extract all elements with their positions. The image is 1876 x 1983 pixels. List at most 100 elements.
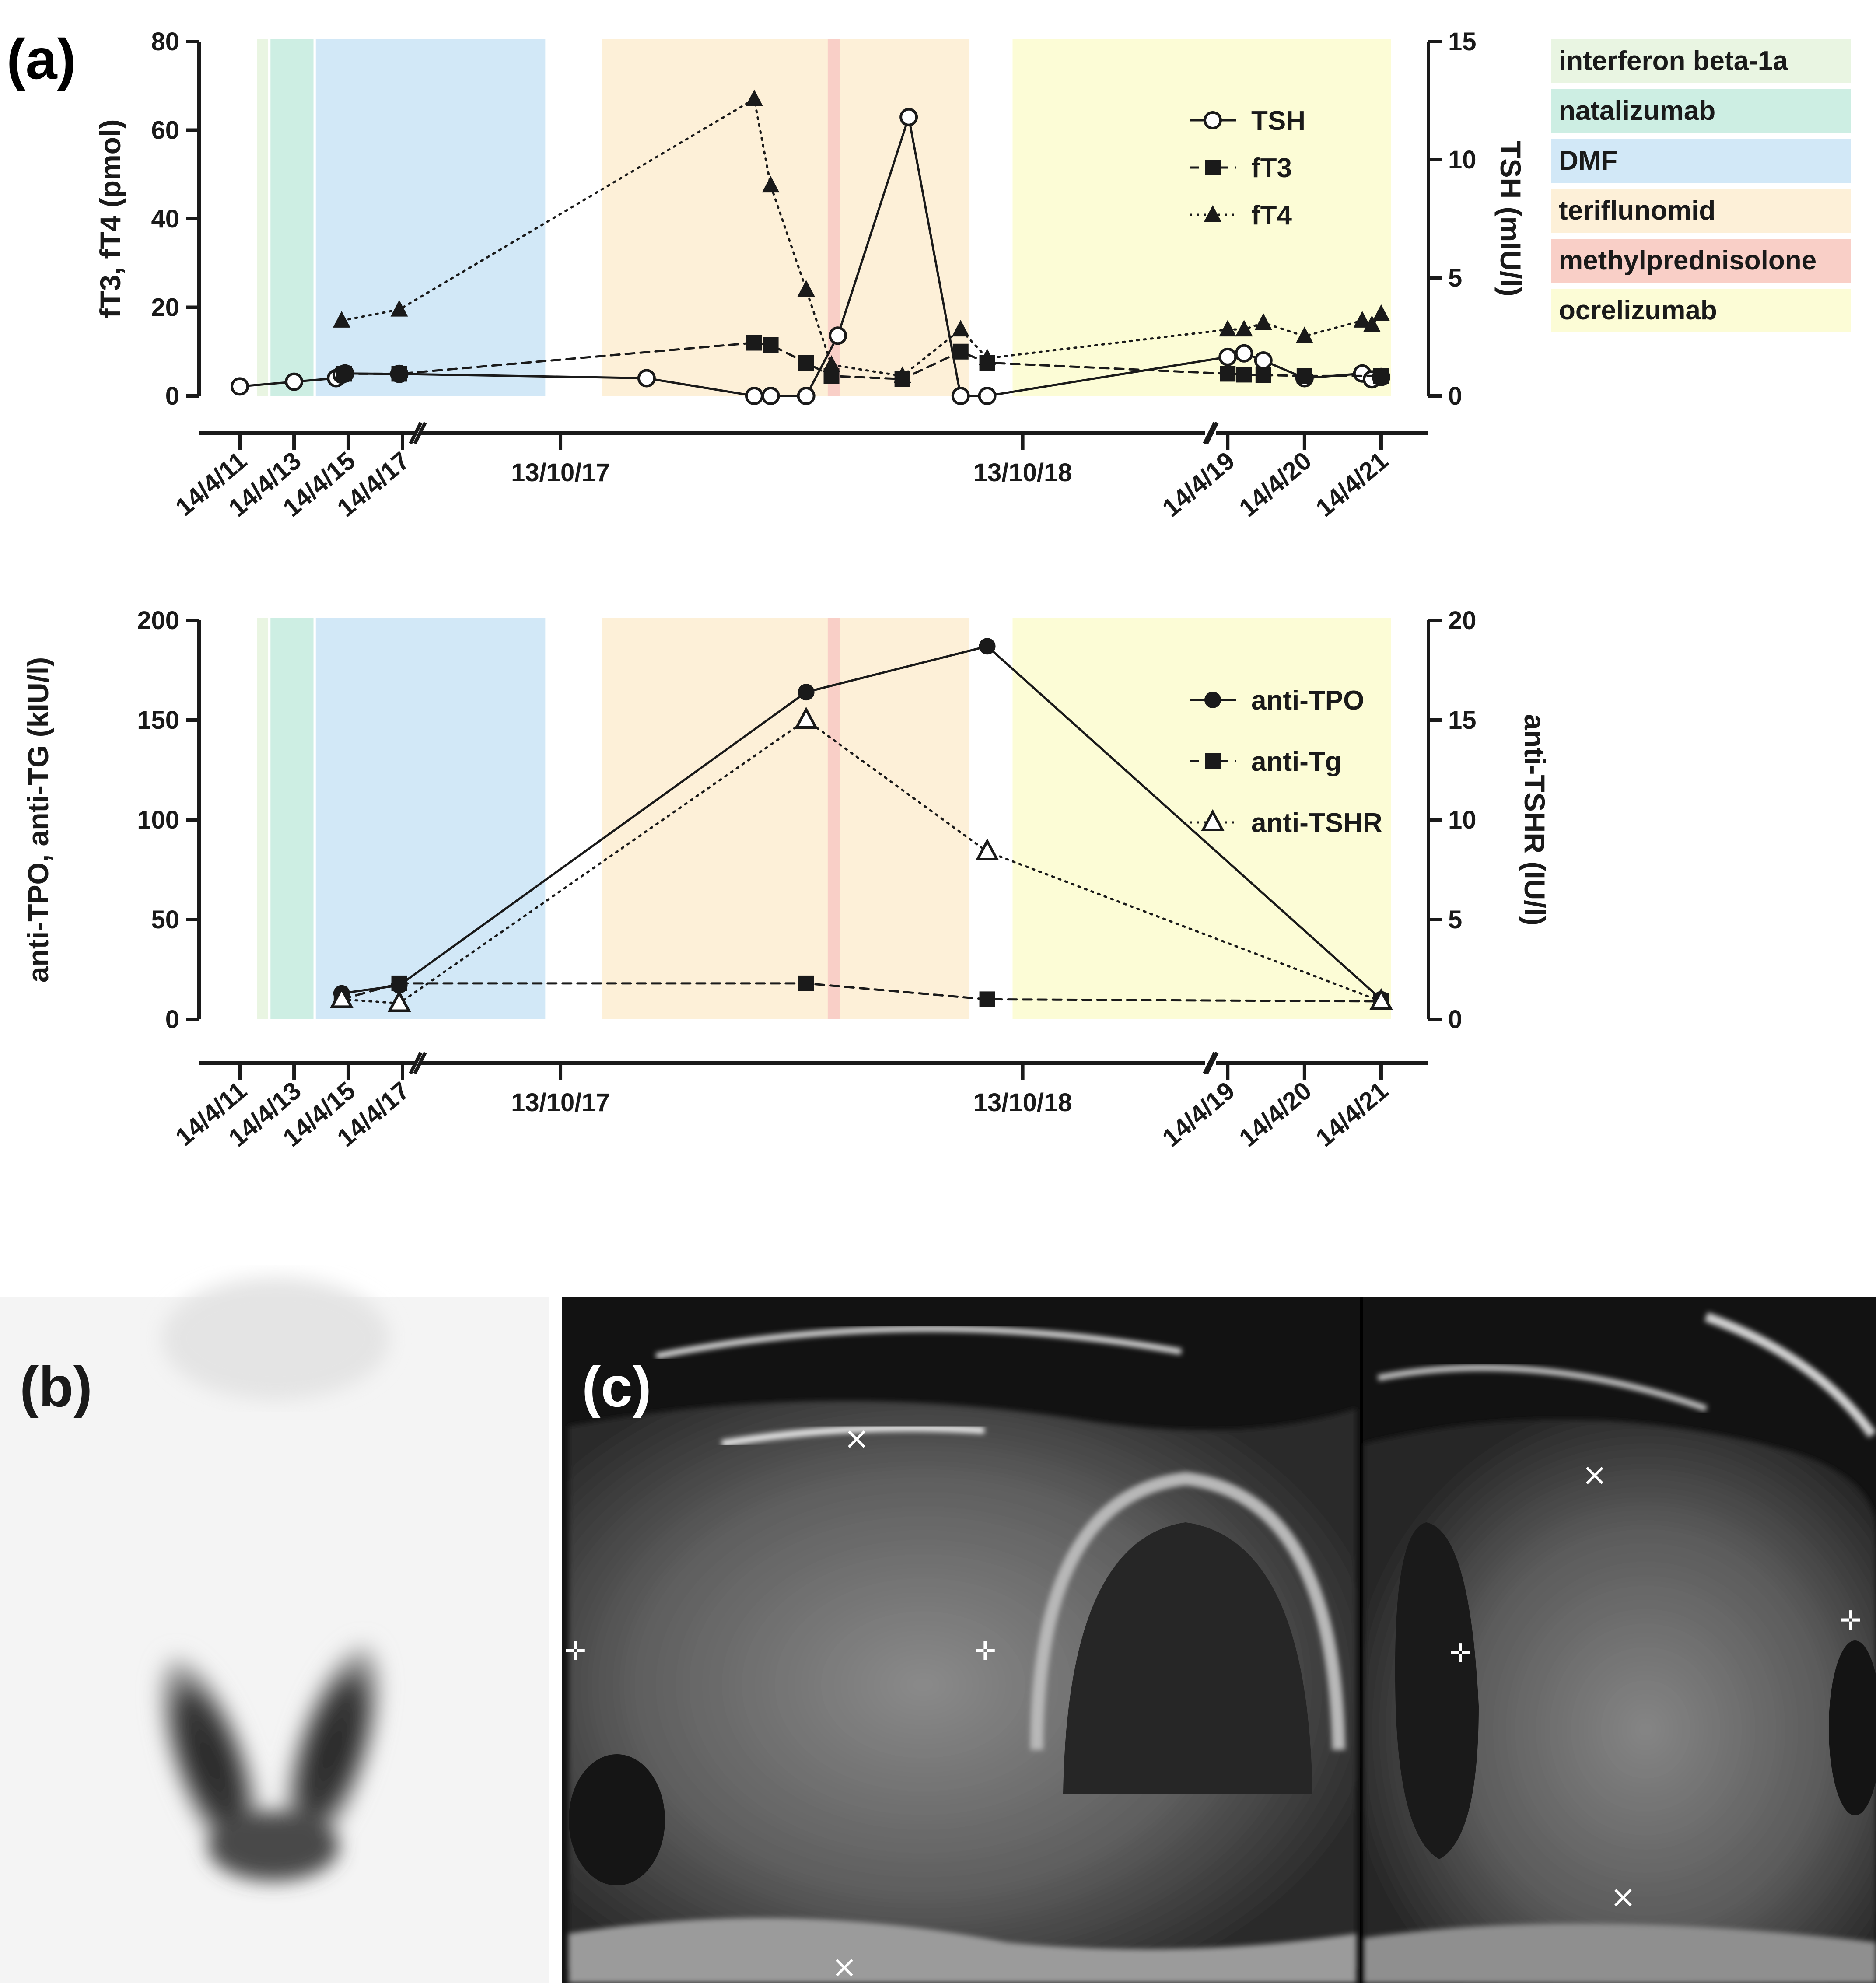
- data-point-fT4: [762, 176, 780, 193]
- vessel-right: [1829, 1640, 1876, 1815]
- thyroid-lobe-transverse-right: [1364, 1419, 1876, 1983]
- treatment-legend-box: [1551, 139, 1851, 183]
- treatment-legend-box: [1551, 39, 1851, 83]
- y-tick-label-left: 60: [151, 116, 179, 145]
- treatment-legend-label: ocrelizumab: [1559, 295, 1717, 325]
- legend-marker: [1204, 692, 1221, 708]
- x-tick-label: 13/10/17: [511, 1088, 610, 1117]
- legend-label: anti-TSHR: [1251, 808, 1382, 838]
- axis-break-mark: [1203, 422, 1217, 444]
- y-tick-label-left: 50: [151, 906, 179, 934]
- axis-break-mark: [413, 1052, 427, 1074]
- axis-break-mark: [1205, 422, 1219, 444]
- x-tick-label: 14/4/21: [1310, 446, 1393, 522]
- data-point-TSH: [637, 369, 656, 388]
- y-tick-label-left: 150: [137, 706, 179, 734]
- strap-muscle-echo: [655, 1325, 1182, 1359]
- y-tick-label-left: 40: [151, 205, 179, 233]
- data-point-anti-Tg: [979, 991, 995, 1007]
- y-tick-label-left: 100: [137, 806, 179, 834]
- thyroid-left-lobe-uptake: [279, 1637, 386, 1863]
- data-point-anti-Tg: [391, 975, 407, 991]
- data-point-fT4: [797, 280, 815, 297]
- treatment-band: [602, 618, 970, 1019]
- caliper-marker: ×: [1610, 1879, 1636, 1915]
- treatment-band: [270, 618, 314, 1019]
- x-tick-label: 14/4/20: [1234, 446, 1317, 522]
- data-point-TSH: [285, 372, 304, 391]
- data-point-fT3: [952, 343, 969, 360]
- treatment-band: [257, 618, 268, 1019]
- x-tick-label: 14/4/19: [1157, 1076, 1240, 1152]
- ultrasound-right-frame: × × ✛ ✛: [1364, 1312, 1876, 1983]
- x-tick-label: 14/4/19: [1157, 446, 1240, 522]
- data-point-anti-TSHR: [1369, 988, 1393, 1010]
- data-point-fT4: [1219, 320, 1237, 337]
- data-point-TSH: [231, 377, 249, 396]
- treatment-band: [315, 618, 546, 1019]
- panel-label-c: (c): [582, 1355, 651, 1419]
- data-point-fT4: [745, 89, 763, 106]
- legend-label: anti-TPO: [1251, 685, 1364, 716]
- caliper-marker: ×: [832, 1949, 858, 1983]
- treatment-legend-box: [1551, 189, 1851, 233]
- data-point-fT4: [1295, 326, 1313, 343]
- posterior-echo-right: [1364, 1924, 1876, 1983]
- x-tick-label: 14/4/21: [1310, 1076, 1393, 1152]
- caliper-marker: ×: [1582, 1457, 1608, 1493]
- y-tick-label-right: 0: [1448, 1005, 1462, 1034]
- y-axis-title-left: fT3, fT4 (pmol): [94, 119, 126, 318]
- axis-break-mark: [1203, 1052, 1217, 1074]
- legend-label: fT3: [1251, 153, 1292, 183]
- legend-marker: [1204, 205, 1222, 222]
- data-point-fT4: [1363, 315, 1381, 332]
- data-point-fT3: [1296, 368, 1312, 384]
- treatment-legend-label: teriflunomid: [1559, 196, 1715, 226]
- data-point-fT4: [822, 355, 840, 372]
- treatment-legend: interferon beta-1a natalizumab DMF teriflun…: [1551, 39, 1851, 332]
- data-point-TSH: [951, 387, 970, 405]
- data-point-fT3: [336, 366, 352, 382]
- axis-break-mark: [409, 422, 423, 444]
- data-point-fT3: [798, 355, 814, 371]
- data-point-TSH: [978, 387, 997, 405]
- ultrasound-image: × × ✛ ✛ × × ✛ ✛ (c): [562, 1297, 1876, 1983]
- treatment-legend-label: natalizumab: [1559, 96, 1715, 126]
- data-point-TSH: [1218, 347, 1237, 366]
- data-point-TSH: [745, 387, 763, 405]
- data-point-fT4: [952, 320, 970, 337]
- axis-break-mark: [413, 422, 427, 444]
- panel-label-b: (b): [20, 1355, 92, 1419]
- treatment-band: [315, 39, 546, 396]
- data-point-anti-TPO: [798, 684, 815, 701]
- treatment-legend-label: interferon beta-1a: [1559, 46, 1788, 76]
- legend-label: TSH: [1251, 106, 1306, 136]
- capsule-echo-right: [1377, 1364, 1708, 1412]
- data-point-TSH: [1254, 351, 1273, 370]
- data-point-fT4: [390, 300, 408, 317]
- treatment-legend-box: [1551, 289, 1851, 332]
- treatment-band: [602, 39, 970, 396]
- legend-label: anti-Tg: [1251, 747, 1342, 777]
- y-axis-title-right: anti-TSHR (IU/l): [1519, 714, 1551, 926]
- y-tick-label-left: 0: [165, 1005, 179, 1034]
- data-point-TSH: [797, 387, 816, 405]
- muscle-echo-right: [1704, 1312, 1876, 1438]
- legend-marker: [1204, 111, 1222, 129]
- data-point-fT3: [1236, 367, 1252, 383]
- thyroid-hormone-chart: 0 20 40 60 80 0 5 10 15 fT3, fT4 (pmol) TSH (mIU/l…: [94, 28, 1527, 522]
- data-point-fT3: [1373, 368, 1389, 384]
- y-tick-label-left: 0: [165, 382, 179, 410]
- trachea-lumen: [1063, 1522, 1312, 1794]
- treatment-band: [257, 39, 268, 396]
- data-point-fT4: [1353, 311, 1371, 328]
- axis-break-mark: [1205, 1052, 1219, 1074]
- axis-break-mark: [409, 1052, 423, 1074]
- panel-label-a: (a): [7, 27, 76, 91]
- data-point-anti-TSHR: [794, 706, 818, 729]
- thyroid-isthmus-uptake: [208, 1811, 339, 1881]
- treatment-band: [270, 39, 314, 396]
- trachea-ring-outer: [1030, 1472, 1345, 1750]
- scintigraphy-image: (b): [0, 1277, 549, 1983]
